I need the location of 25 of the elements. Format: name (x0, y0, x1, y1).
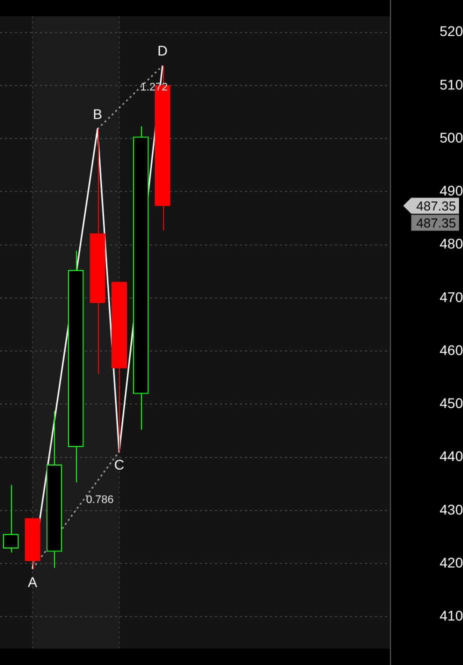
y-tick-label: 450 (440, 395, 463, 412)
y-tick-label: 420 (440, 554, 463, 570)
text: 487.35 (416, 198, 456, 214)
y-tick-label: 440 (440, 448, 463, 464)
text: 487.35 (416, 215, 456, 230)
y-tick-label: 480 (440, 236, 463, 252)
y-tick-label: 410 (440, 608, 463, 624)
y-tick-label: 490 (440, 182, 463, 199)
y-tick-label: 460 (440, 342, 463, 358)
annotation: D (157, 42, 168, 59)
annotation: B (92, 106, 102, 122)
candlestick (133, 126, 149, 430)
annotation: 0.786 (86, 494, 114, 506)
y-tick-label: 520 (440, 23, 463, 40)
y-tick-label: 430 (440, 501, 463, 518)
candlestick (24, 518, 40, 570)
candlestick (111, 282, 127, 452)
annotation: C (114, 456, 124, 472)
candlestick (68, 250, 84, 483)
y-tick-label: 500 (440, 129, 463, 146)
annotation: A (28, 574, 38, 590)
y-tick-label: 510 (440, 76, 463, 92)
y-tick-label: 470 (440, 288, 463, 305)
candlestick (90, 128, 106, 374)
candlestick (46, 410, 62, 568)
